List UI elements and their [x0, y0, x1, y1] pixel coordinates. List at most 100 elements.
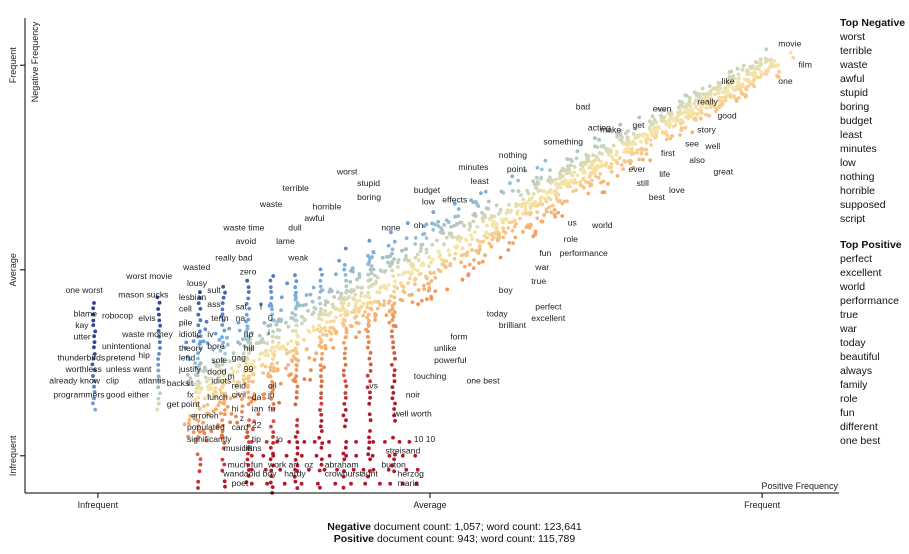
- positive-term[interactable]: different: [840, 421, 878, 433]
- word-point: [668, 109, 673, 114]
- word-point: [206, 387, 211, 392]
- word-point: [472, 258, 476, 262]
- negative-term[interactable]: terrible: [840, 45, 873, 57]
- word-point: [198, 290, 202, 295]
- negative-term[interactable]: worst: [840, 31, 866, 43]
- word-point: [433, 289, 438, 294]
- negative-term[interactable]: waste: [840, 59, 868, 71]
- word-point: [413, 242, 418, 246]
- word-label: f: [260, 301, 263, 311]
- word-point: [550, 179, 555, 184]
- negative-term[interactable]: least: [840, 129, 863, 141]
- word-point: [344, 418, 348, 423]
- word-point: [555, 185, 560, 190]
- word-point: [196, 301, 201, 305]
- word-point: [471, 266, 476, 270]
- positive-term[interactable]: world: [840, 281, 866, 293]
- negative-term[interactable]: horrible: [840, 185, 876, 197]
- word-point: [750, 66, 754, 71]
- word-point: [327, 453, 332, 458]
- word-point: [194, 403, 199, 408]
- word-point: [639, 148, 644, 152]
- word-point: [193, 390, 198, 395]
- word-point: [444, 218, 449, 223]
- negative-term[interactable]: awful: [840, 73, 865, 85]
- positive-term[interactable]: performance: [840, 295, 899, 307]
- word-point: [476, 204, 481, 209]
- word-point: [615, 134, 619, 139]
- negative-term[interactable]: budget: [840, 115, 873, 127]
- negative-term[interactable]: nothing: [840, 171, 875, 183]
- word-point: [344, 296, 349, 301]
- word-point: [429, 279, 434, 283]
- word-point: [404, 254, 408, 258]
- negative-term[interactable]: stupid: [840, 87, 869, 99]
- word-point: [319, 419, 324, 423]
- positive-term[interactable]: always: [840, 365, 873, 377]
- word-point: [480, 210, 484, 215]
- word-point: [426, 288, 431, 293]
- word-point: [673, 123, 678, 127]
- word-point: [650, 114, 655, 119]
- word-point: [515, 211, 520, 216]
- word-point: [247, 423, 251, 428]
- positive-term[interactable]: perfect: [840, 253, 873, 265]
- word-point: [317, 468, 322, 473]
- word-point: [308, 368, 313, 373]
- word-point: [523, 207, 528, 212]
- word-point: [290, 359, 294, 364]
- word-point: [269, 424, 273, 429]
- word-point: [92, 301, 96, 305]
- word-point: [335, 467, 339, 472]
- word-point: [276, 335, 281, 340]
- word-point: [453, 251, 458, 256]
- word-point: [220, 335, 224, 339]
- word-point: [274, 322, 279, 327]
- negative-term[interactable]: script: [840, 213, 866, 225]
- word-point: [702, 96, 707, 101]
- word-point: [195, 452, 200, 457]
- word-point: [187, 421, 191, 426]
- word-point: [564, 171, 569, 175]
- word-point: [626, 129, 630, 134]
- word-point: [246, 463, 251, 467]
- positive-term[interactable]: fun: [840, 407, 855, 419]
- positive-term[interactable]: excellent: [840, 267, 882, 279]
- positive-term[interactable]: war: [840, 323, 857, 335]
- word-point: [366, 322, 371, 326]
- word-point: [370, 453, 375, 458]
- positive-term[interactable]: true: [840, 309, 859, 321]
- word-label: utter: [74, 332, 91, 342]
- word-point: [223, 379, 227, 384]
- word-point: [236, 340, 240, 345]
- positive-term[interactable]: one best: [840, 435, 881, 447]
- word-point: [409, 262, 414, 267]
- word-label: like: [722, 76, 735, 86]
- word-point: [391, 391, 396, 395]
- word-point: [319, 462, 324, 467]
- word-point: [237, 328, 242, 333]
- positive-term[interactable]: beautiful: [840, 351, 880, 363]
- word-point: [521, 230, 525, 234]
- negative-term[interactable]: minutes: [840, 143, 877, 155]
- word-label: da: [252, 392, 262, 402]
- word-point: [295, 418, 300, 422]
- word-point: [340, 297, 345, 301]
- word-point: [196, 312, 201, 317]
- word-label: fun: [539, 248, 551, 258]
- word-point: [704, 106, 709, 110]
- positive-term[interactable]: family: [840, 379, 868, 391]
- negative-term[interactable]: boring: [840, 101, 870, 113]
- word-label: rip: [244, 329, 254, 339]
- word-point: [470, 237, 475, 242]
- word-point: [341, 413, 346, 418]
- positive-term[interactable]: role: [840, 393, 858, 405]
- word-label: performance: [560, 248, 608, 258]
- word-label: hill: [244, 343, 255, 353]
- word-point: [247, 440, 251, 444]
- word-point: [542, 213, 546, 218]
- negative-term[interactable]: supposed: [840, 199, 886, 211]
- positive-term[interactable]: today: [840, 337, 866, 349]
- word-point: [196, 486, 200, 490]
- negative-term[interactable]: low: [840, 157, 856, 169]
